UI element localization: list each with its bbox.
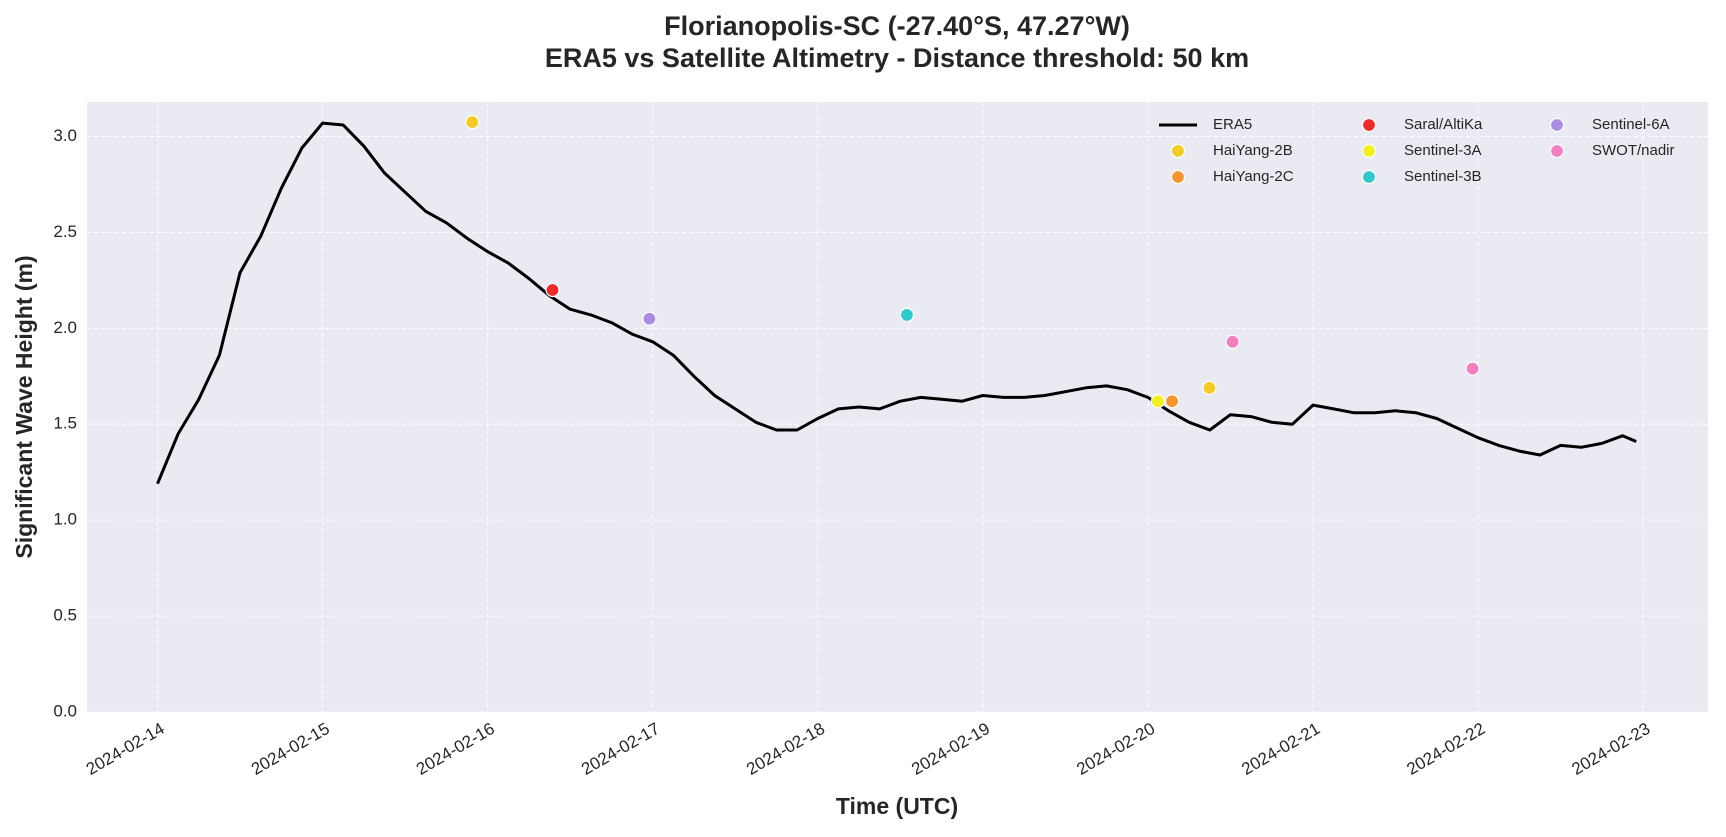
y-tick-label: 3.0 — [53, 126, 77, 145]
x-tick-label: 2024-02-19 — [908, 719, 993, 779]
chart-subtitle: ERA5 vs Satellite Altimetry - Distance t… — [545, 43, 1249, 73]
x-tick-label: 2024-02-17 — [578, 719, 663, 779]
x-tick-label: 2024-02-21 — [1238, 719, 1323, 779]
x-tick-label: 2024-02-14 — [83, 719, 168, 779]
legend-swatch — [1549, 143, 1565, 159]
y-tick-label: 1.0 — [53, 510, 77, 529]
x-tick-label: 2024-02-22 — [1403, 719, 1488, 779]
line — [156, 121, 1637, 485]
x-tick-label: 2024-02-15 — [248, 719, 333, 779]
legend-swatch — [1170, 143, 1186, 159]
x-tick-label: 2024-02-18 — [743, 719, 828, 779]
plot-background — [87, 102, 1708, 712]
y-tick-label: 2.0 — [53, 318, 77, 337]
point — [642, 311, 657, 326]
legend-swatch — [1361, 117, 1377, 133]
point — [465, 115, 480, 130]
legend-label: HaiYang-2C — [1213, 168, 1294, 185]
legend-label: Saral/AltiKa — [1404, 116, 1483, 133]
point — [1150, 394, 1165, 409]
point — [899, 307, 915, 323]
y-tick-label: 2.5 — [53, 222, 77, 241]
legend-label: ERA5 — [1213, 116, 1252, 133]
point — [1225, 334, 1240, 349]
y-axis-label: Significant Wave Height (m) — [11, 255, 37, 558]
point — [1202, 380, 1217, 395]
y-tick-label: 0.5 — [53, 606, 77, 625]
x-axis-label: Time (UTC) — [836, 793, 958, 819]
legend-swatch — [1361, 143, 1377, 159]
point — [1164, 394, 1180, 409]
legend-swatch — [1361, 169, 1377, 185]
legend-swatch — [1549, 117, 1565, 133]
x-tick-label: 2024-02-20 — [1073, 719, 1158, 779]
x-tick-label: 2024-02-23 — [1569, 719, 1654, 779]
y-tick-label: 0.0 — [53, 701, 77, 720]
point — [1465, 361, 1480, 376]
legend-label: Sentinel-3B — [1404, 168, 1482, 185]
y-tick-label: 1.5 — [53, 414, 77, 433]
legend-label: Sentinel-6A — [1592, 116, 1670, 133]
legend-label: SWOT/nadir — [1592, 142, 1675, 159]
legend-label: HaiYang-2B — [1213, 142, 1293, 159]
chart-title: Florianopolis-SC (-27.40°S, 47.27°W) — [664, 11, 1130, 41]
point — [545, 282, 560, 298]
x-tick-label: 2024-02-16 — [413, 719, 498, 779]
legend-label: Sentinel-3A — [1404, 142, 1482, 159]
legend-swatch — [1170, 169, 1186, 185]
